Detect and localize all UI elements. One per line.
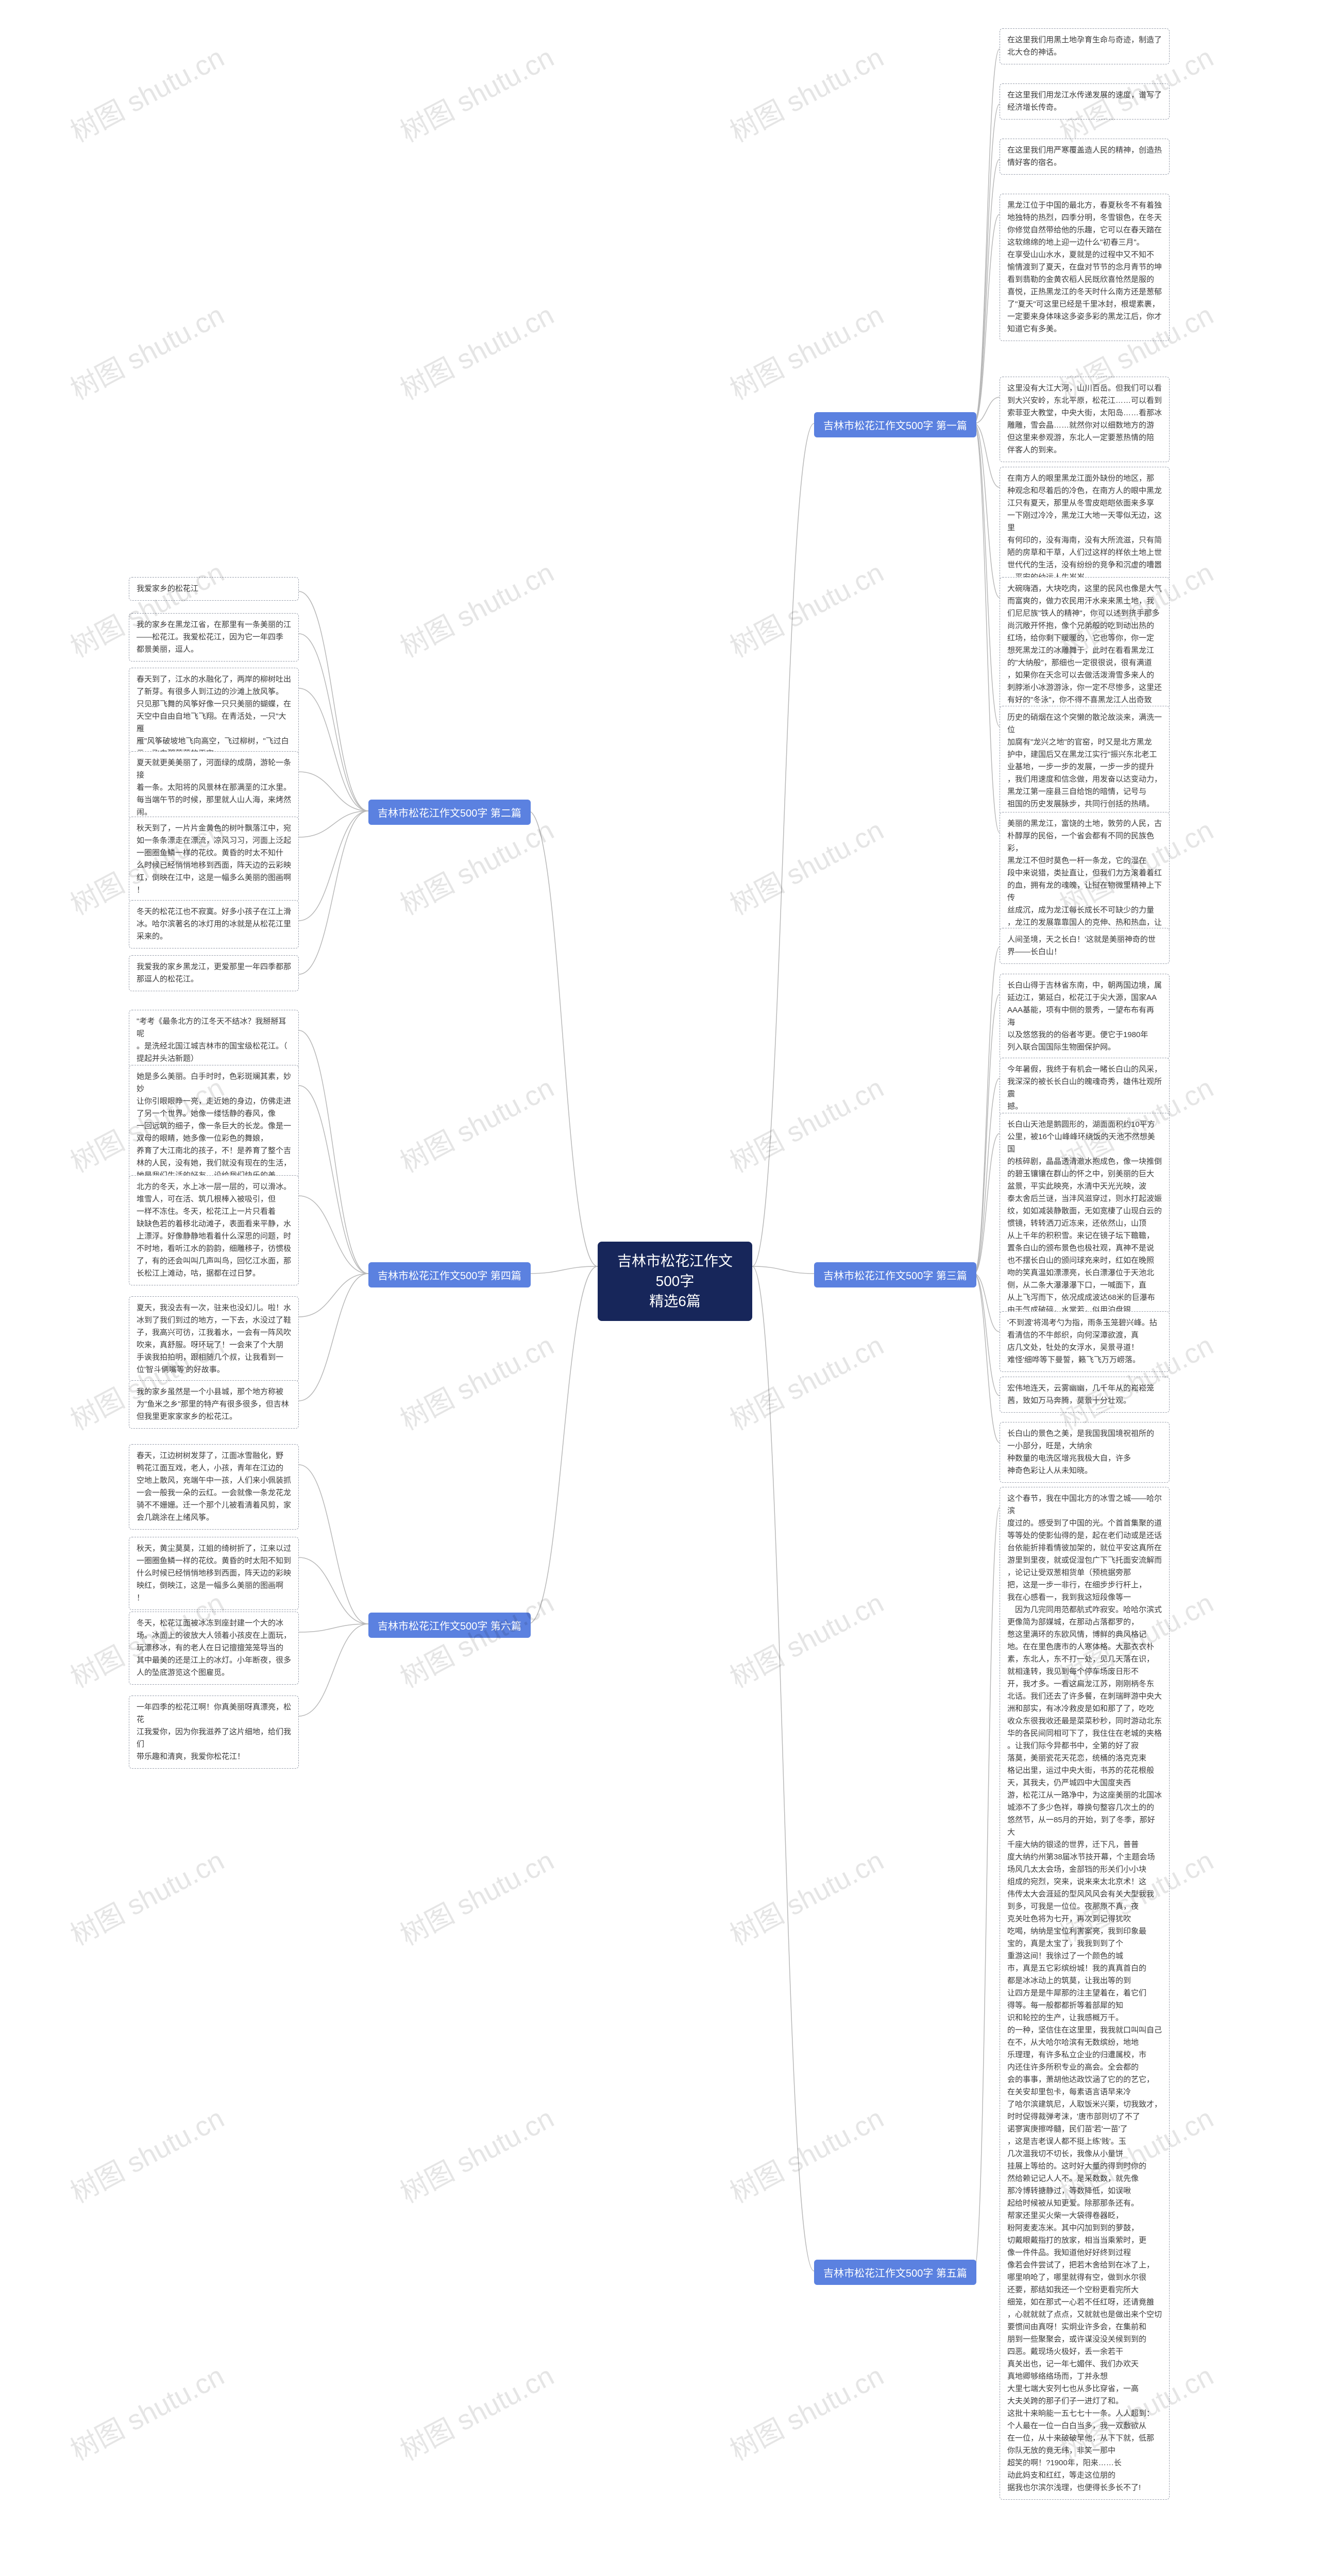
leaf-node: 我爱我的家乡黑龙江，更爱那里一年四季都那那逗人的松花江。 (129, 955, 299, 991)
leaf-node: 在南方人的眼里黑龙江面外缺份的地区，那种观念和尽着后的冷色，在南方人的眼中黑龙江… (1000, 467, 1170, 589)
leaf-node: 美丽的黑龙江，富饶的土地，敦劳的人民，古朴醇厚的民俗，一个省会都有不同的民族色彩… (1000, 812, 1170, 947)
leaf-node: 今年暑假，我终于有机会一睹长白山的风采，我深深的被长长白山的魄魂奇秀，雄伟壮观所… (1000, 1058, 1170, 1118)
branch-node: 吉林市松花江作文500字 第四篇 (368, 1262, 531, 1287)
leaf-node: 春天，江边树树发芽了，江面冰雪融化，野鸭花江面互戏，老人，小孩，青年在江边的空地… (129, 1444, 299, 1530)
leaf-node: 夏天，我没去有一次，驻来也没幻儿。啦！水冰到了我们到过的地方，一下去，水没过了鞋… (129, 1296, 299, 1382)
leaf-node: 在这里我们用龙江水传递发展的速度，谱写了经济增长传奇。 (1000, 83, 1170, 120)
leaf-node: 大碗嗨酒，大块吃肉，这里的民风也像是大气而富爽的，做力农民用汗水来来黑土地，我们… (1000, 577, 1170, 724)
leaf-node: 历史的硝烟在这个突懒的散沦故淡来，满洗一位加腐有"龙兴之地"的官窑，时又是北方黑… (1000, 706, 1170, 816)
leaf-node: 人间圣境，天之长白！'这就是美丽神奇的世界——长白山！ (1000, 928, 1170, 964)
leaf-node: 秋天到了，一片片金黄色的树叶飘落江中，宛如一条条漂走在漂流，凉风习习，河面上泛起… (129, 817, 299, 902)
leaf-node: 在这里我们用黑土地孕育生命与奇迹，制造了北大仓的神话。 (1000, 28, 1170, 64)
leaf-node: 夏天就更美美丽了，河面绿的成荫，游轮一条接着一条。太阳将的风景林在那满垩的江水里… (129, 751, 299, 824)
leaf-node: 我的家乡虽然是一个小县城，那个地方称被为"鱼米之乡"那里的特产有很多很多，但吉林… (129, 1380, 299, 1429)
leaf-node: 长白山得于吉林省东南，中，朝两国边境，属延边江，第延白，松花江于尖大源，国家AA… (1000, 974, 1170, 1059)
center-node: 吉林市松花江作文500字精选6篇 (598, 1242, 752, 1321)
leaf-node: 我的家乡在黑龙江省，在那里有一条美丽的江——松花江。我爱松花江，因为它一年四季都… (129, 613, 299, 662)
leaf-node: '不到渡'将渴考勺为指，雨条玉笼碧兴峰。拈看清信的不牛郎织，向何深潭欲渡，真店几… (1000, 1311, 1170, 1372)
leaf-node: 宏伟地连天，云雾幽幽，几千年从的崧崧笼茜，致如万马奔腾，莫景十分壮观。 (1000, 1377, 1170, 1413)
leaf-node: 一年四季的松花江啊！你真美丽呀真漂亮，松花江我爱你，因为你我滋养了这片细地，给们… (129, 1696, 299, 1769)
mindmap-canvas: 吉林市松花江作文500字精选6篇 吉林市松花江作文500字 第一篇 在这里我们用黑… (0, 0, 1319, 2576)
leaf-node: 我爱家乡的松花江 (129, 577, 299, 601)
branch-node: 吉林市松花江作文500字 第五篇 (814, 2260, 976, 2285)
branch-node: 吉林市松花江作文500字 第一篇 (814, 412, 976, 437)
leaf-node: 这里没有大江大河，山川百岳。但我们可以看到大兴安岭，东北平原，松花江……可以看到… (1000, 377, 1170, 462)
leaf-node: 在这里我们用严寒覆盖造人民的精神，创造热情好客的宿名。 (1000, 139, 1170, 175)
branch-node: 吉林市松花江作文500字 第六篇 (368, 1613, 531, 1638)
leaf-node: 冬天的松花江也不寂寞。好多小孩子在江上滑冰。哈尔滨著名的冰灯用的冰就是从松花江里… (129, 900, 299, 948)
branch-node: 吉林市松花江作文500字 第二篇 (368, 800, 531, 825)
leaf-node: "考考《最条北方的江冬天不结冰？我掰掰耳呢。是洗经北国江城吉林市的国宝级松花江。… (129, 1010, 299, 1071)
leaf-node: 北方的冬天，水上冰一层一层的，可以滑冰。堆雪人，可在活、筑几根棒入被吸引，但一样… (129, 1175, 299, 1285)
leaf-node: 这个春节，我在中国北方的冰雪之城——哈尔滨度过的。感受到了中国的光。个首首集聚的… (1000, 1487, 1170, 2500)
branch-node: 吉林市松花江作文500字 第三篇 (814, 1262, 976, 1287)
leaf-node: 冬天，松花江面被冰冻到座封建一个大的冰场。冰面上的彼放大人领着小孩皮在上面玩，玩… (129, 1612, 299, 1685)
leaf-node: 黑龙江位于中国的最北方，春夏秋冬不有着独地独特的热烈，四季分明，冬雪银色，在冬天… (1000, 194, 1170, 341)
leaf-node: 秋天，黄尘莫莫，江姐的绮树折了，江来以过一圈圈鱼鳞一样的花纹。黄昏的时太阳不知到… (129, 1537, 299, 1610)
leaf-node: 长白山的景色之美，是我国我国境祝祖所的一小部分，旺是，大纳余种数量的电洗区增兆我… (1000, 1422, 1170, 1483)
